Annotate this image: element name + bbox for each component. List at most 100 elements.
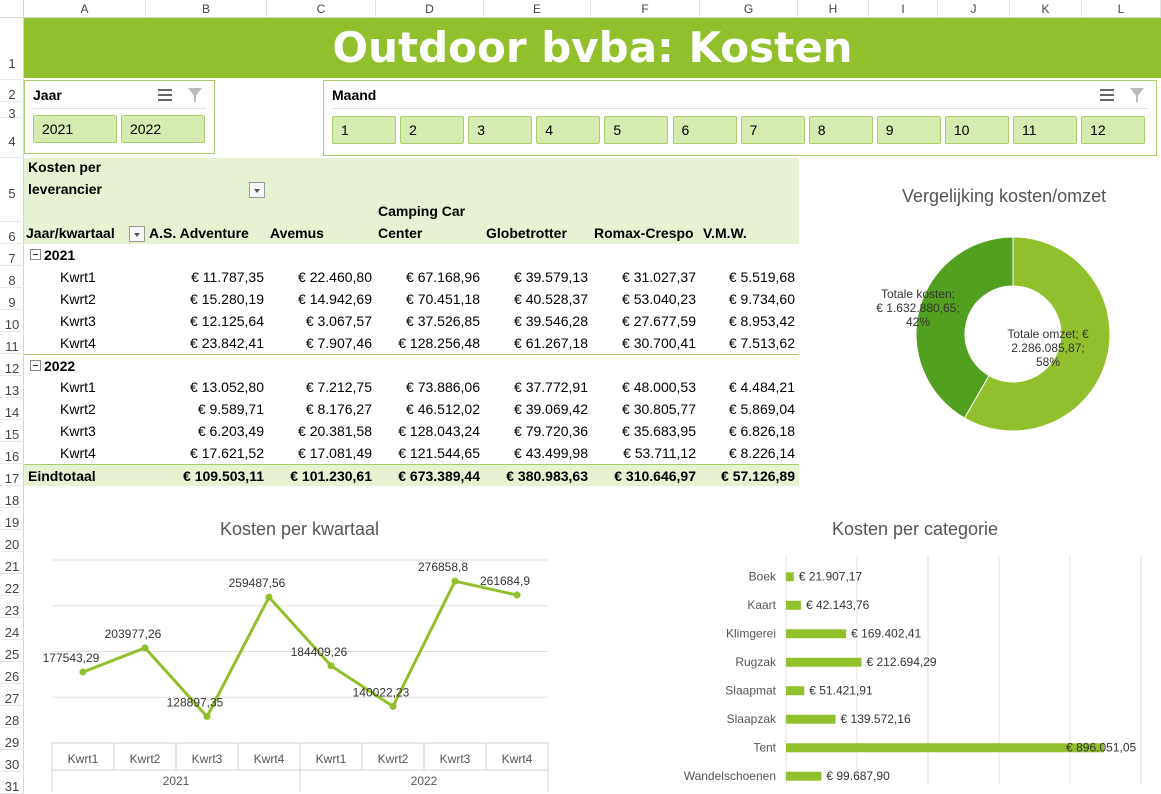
row-header[interactable]: 19 xyxy=(0,508,24,530)
donut-slice[interactable] xyxy=(915,236,1014,419)
row-header[interactable]: 3 xyxy=(0,102,24,121)
pivot-row[interactable]: Kwrt4 € 23.842,41 € 7.907,46 € 128.256,48 € … xyxy=(24,332,799,354)
row-header[interactable]: 10 xyxy=(0,310,24,332)
pivot-row[interactable]: Kwrt4 € 17.621,52 € 17.081,49 € 121.544,65 €… xyxy=(24,442,799,464)
bar[interactable] xyxy=(786,629,847,639)
bar[interactable] xyxy=(786,686,805,696)
clear-filter-icon[interactable] xyxy=(186,86,206,104)
row-header[interactable]: 14 xyxy=(0,398,24,420)
row-header[interactable]: 12 xyxy=(0,354,24,376)
row-header[interactable]: 8 xyxy=(0,266,24,288)
row-header[interactable]: 29 xyxy=(0,728,24,750)
pivot-total-row[interactable]: Eindtotaal € 109.503,11 € 101.230,61 € 673.… xyxy=(24,464,799,486)
row-header[interactable]: 1 xyxy=(0,18,24,80)
row-header[interactable]: 18 xyxy=(0,486,24,508)
donut-slice[interactable] xyxy=(963,236,1111,432)
row-header[interactable]: 24 xyxy=(0,618,24,640)
row-header[interactable]: 20 xyxy=(0,530,24,552)
row-header[interactable]: 25 xyxy=(0,640,24,662)
row-header[interactable]: 7 xyxy=(0,244,24,266)
slicer-maand-item[interactable]: 8 xyxy=(808,116,873,144)
row-filter-dropdown[interactable] xyxy=(129,226,145,242)
line-point[interactable] xyxy=(203,713,211,721)
line-point[interactable] xyxy=(513,591,521,599)
line-point[interactable] xyxy=(389,702,397,710)
dashboard-title: Outdoor bvba: Kosten xyxy=(24,18,1161,78)
line-point[interactable] xyxy=(327,662,335,670)
column-header[interactable]: K xyxy=(1010,0,1082,18)
column-header[interactable]: H xyxy=(798,0,869,18)
pivot-row[interactable]: Kwrt1 € 13.052,80 € 7.212,75 € 73.886,06 € 3… xyxy=(24,376,799,398)
line-point[interactable] xyxy=(79,668,87,676)
slicer-maand-item[interactable]: 5 xyxy=(604,116,669,144)
row-header[interactable]: 27 xyxy=(0,684,24,706)
row-header[interactable]: 30 xyxy=(0,750,24,772)
collapse-icon[interactable] xyxy=(30,360,41,371)
column-header[interactable]: B xyxy=(146,0,267,18)
line-chart-title: Kosten per kwartaal xyxy=(219,519,380,539)
slicer-maand-item[interactable]: 6 xyxy=(672,116,737,144)
bar[interactable] xyxy=(786,743,1105,753)
line-point[interactable] xyxy=(265,593,273,601)
row-header[interactable]: 4 xyxy=(0,118,24,158)
row-header[interactable]: 15 xyxy=(0,420,24,442)
column-header[interactable]: D xyxy=(376,0,484,18)
slicer-maand-item[interactable]: 4 xyxy=(536,116,601,144)
row-header[interactable]: 16 xyxy=(0,442,24,464)
line-data-label: 184409,26 xyxy=(291,645,348,659)
column-filter-dropdown[interactable] xyxy=(249,182,265,198)
row-header[interactable]: 13 xyxy=(0,376,24,398)
bar[interactable] xyxy=(786,572,794,582)
bar[interactable] xyxy=(786,657,862,667)
bar[interactable] xyxy=(786,600,801,610)
column-header[interactable]: I xyxy=(869,0,938,18)
slicer-jaar-item[interactable]: 2021 xyxy=(33,115,117,143)
slicer-maand-item[interactable]: 12 xyxy=(1081,116,1146,144)
row-header[interactable]: 28 xyxy=(0,706,24,728)
row-header[interactable]: 5 xyxy=(0,158,24,222)
row-header[interactable]: 2 xyxy=(0,80,24,102)
slicer-maand-item[interactable]: 7 xyxy=(740,116,805,144)
pivot-group-row[interactable]: 2021 xyxy=(24,244,799,266)
column-header[interactable]: G xyxy=(700,0,798,18)
column-header[interactable]: L xyxy=(1082,0,1161,18)
pivot-group-row[interactable]: 2022 xyxy=(24,354,799,376)
row-header[interactable]: 17 xyxy=(0,464,24,486)
row-header[interactable]: 23 xyxy=(0,596,24,618)
pivot-row[interactable]: Kwrt1 € 11.787,35 € 22.460,80 € 67.168,96 € … xyxy=(24,266,799,288)
pivot-row[interactable]: Kwrt2 € 15.280,19 € 14.942,69 € 70.451,18 € … xyxy=(24,288,799,310)
bar[interactable] xyxy=(786,714,836,724)
collapse-icon[interactable] xyxy=(30,249,41,260)
slicer-maand-item[interactable]: 11 xyxy=(1013,116,1077,144)
slicer-maand-item[interactable]: 2 xyxy=(400,116,465,144)
row-header[interactable]: 21 xyxy=(0,552,24,574)
select-all-corner[interactable] xyxy=(0,0,24,18)
pivot-row[interactable]: Kwrt3 € 6.203,49 € 20.381,58 € 128.043,24 € … xyxy=(24,420,799,442)
slicer-maand-item[interactable]: 3 xyxy=(468,116,533,144)
slicer-maand-item[interactable]: 1 xyxy=(332,116,396,144)
column-header[interactable]: F xyxy=(591,0,700,18)
pivot-row[interactable]: Kwrt3 € 12.125,64 € 3.067,57 € 37.526,85 € 3… xyxy=(24,310,799,332)
line-point[interactable] xyxy=(141,644,149,652)
row-header[interactable]: 22 xyxy=(0,574,24,596)
slicer-jaar-item[interactable]: 2022 xyxy=(121,115,205,143)
row-header[interactable]: 31 xyxy=(0,772,24,794)
column-header[interactable]: E xyxy=(484,0,591,18)
line-point[interactable] xyxy=(451,577,459,585)
row-header[interactable]: 6 xyxy=(0,222,24,244)
pivot-row-label: Kwrt2 xyxy=(60,291,96,307)
clear-filter-icon[interactable] xyxy=(1128,86,1148,104)
slicer-maand-item[interactable]: 9 xyxy=(876,116,941,144)
row-header[interactable]: 26 xyxy=(0,662,24,684)
slicer-maand-item[interactable]: 10 xyxy=(944,116,1009,144)
row-header[interactable]: 9 xyxy=(0,288,24,310)
pivot-row[interactable]: Kwrt2 € 9.589,71 € 8.176,27 € 46.512,02 € 39… xyxy=(24,398,799,420)
column-header[interactable]: C xyxy=(267,0,376,18)
row-header[interactable]: 11 xyxy=(0,332,24,354)
bar[interactable] xyxy=(786,771,822,781)
column-header[interactable]: A xyxy=(24,0,146,18)
column-header[interactable]: J xyxy=(938,0,1010,18)
multi-select-icon[interactable] xyxy=(1098,86,1118,104)
multi-select-icon[interactable] xyxy=(156,86,176,104)
line-series[interactable] xyxy=(82,579,518,719)
